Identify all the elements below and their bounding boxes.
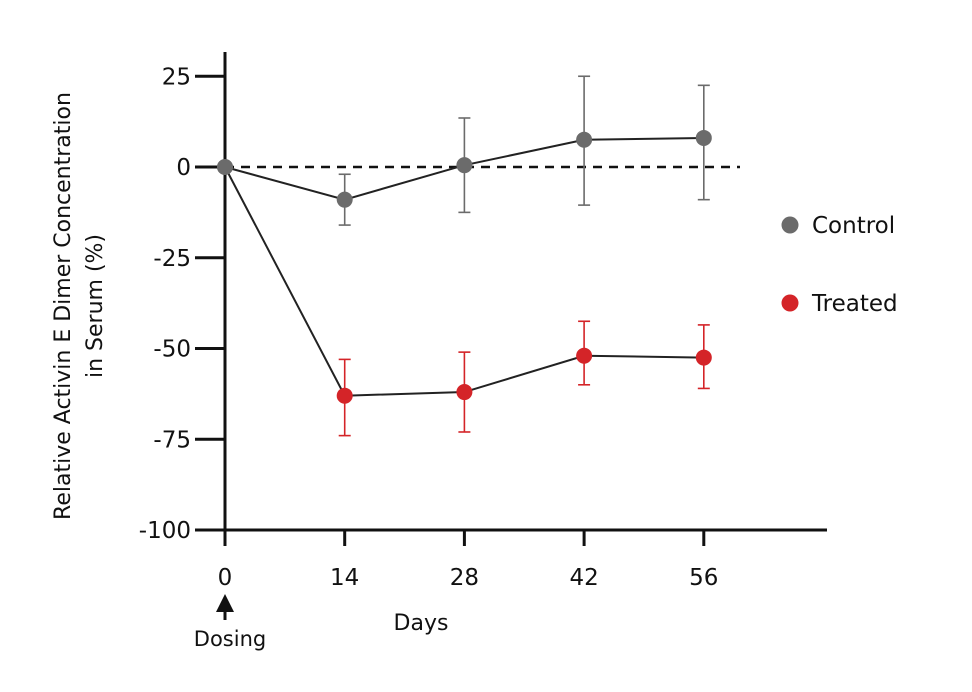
y-axis-title-line-2: in Serum (%) [83, 234, 108, 378]
control-point [695, 129, 712, 146]
y-tick-label: -75 [153, 427, 191, 453]
treated-point [336, 387, 353, 404]
control-point [336, 191, 353, 208]
x-tick-label: 56 [689, 565, 718, 591]
x-tick-label: 28 [450, 565, 479, 591]
x-tick-label: 42 [569, 565, 598, 591]
y-tick-label: 25 [162, 64, 191, 90]
x-tick-label: 0 [218, 565, 233, 591]
treated-point [695, 349, 712, 366]
x-tick-label: 14 [330, 565, 359, 591]
dosing-arrow-icon [216, 594, 234, 612]
treated-point [576, 347, 593, 364]
y-axis-title-line-1: Relative Activin E Dimer Concentration [51, 92, 76, 520]
x-axis-title: Days [394, 611, 449, 636]
y-tick-label: -50 [153, 337, 191, 363]
treated-series [217, 159, 712, 437]
y-axis-title: Relative Activin E Dimer Concentration i… [51, 92, 108, 520]
y-tick-label: -100 [139, 518, 191, 544]
treated-point [217, 159, 233, 175]
treated-point [456, 384, 473, 401]
dosing-label: Dosing [194, 627, 266, 651]
legend-treated-marker [781, 294, 799, 312]
dosing-annotation: Dosing [194, 594, 266, 651]
legend-treated-label: Treated [811, 291, 898, 317]
control-series [217, 75, 712, 226]
control-point [456, 157, 473, 174]
y-tick-label: -25 [153, 246, 191, 272]
y-tick-label: 0 [176, 155, 191, 181]
legend-control-label: Control [812, 213, 895, 239]
legend-control-marker [781, 216, 799, 234]
control-point [576, 131, 593, 148]
